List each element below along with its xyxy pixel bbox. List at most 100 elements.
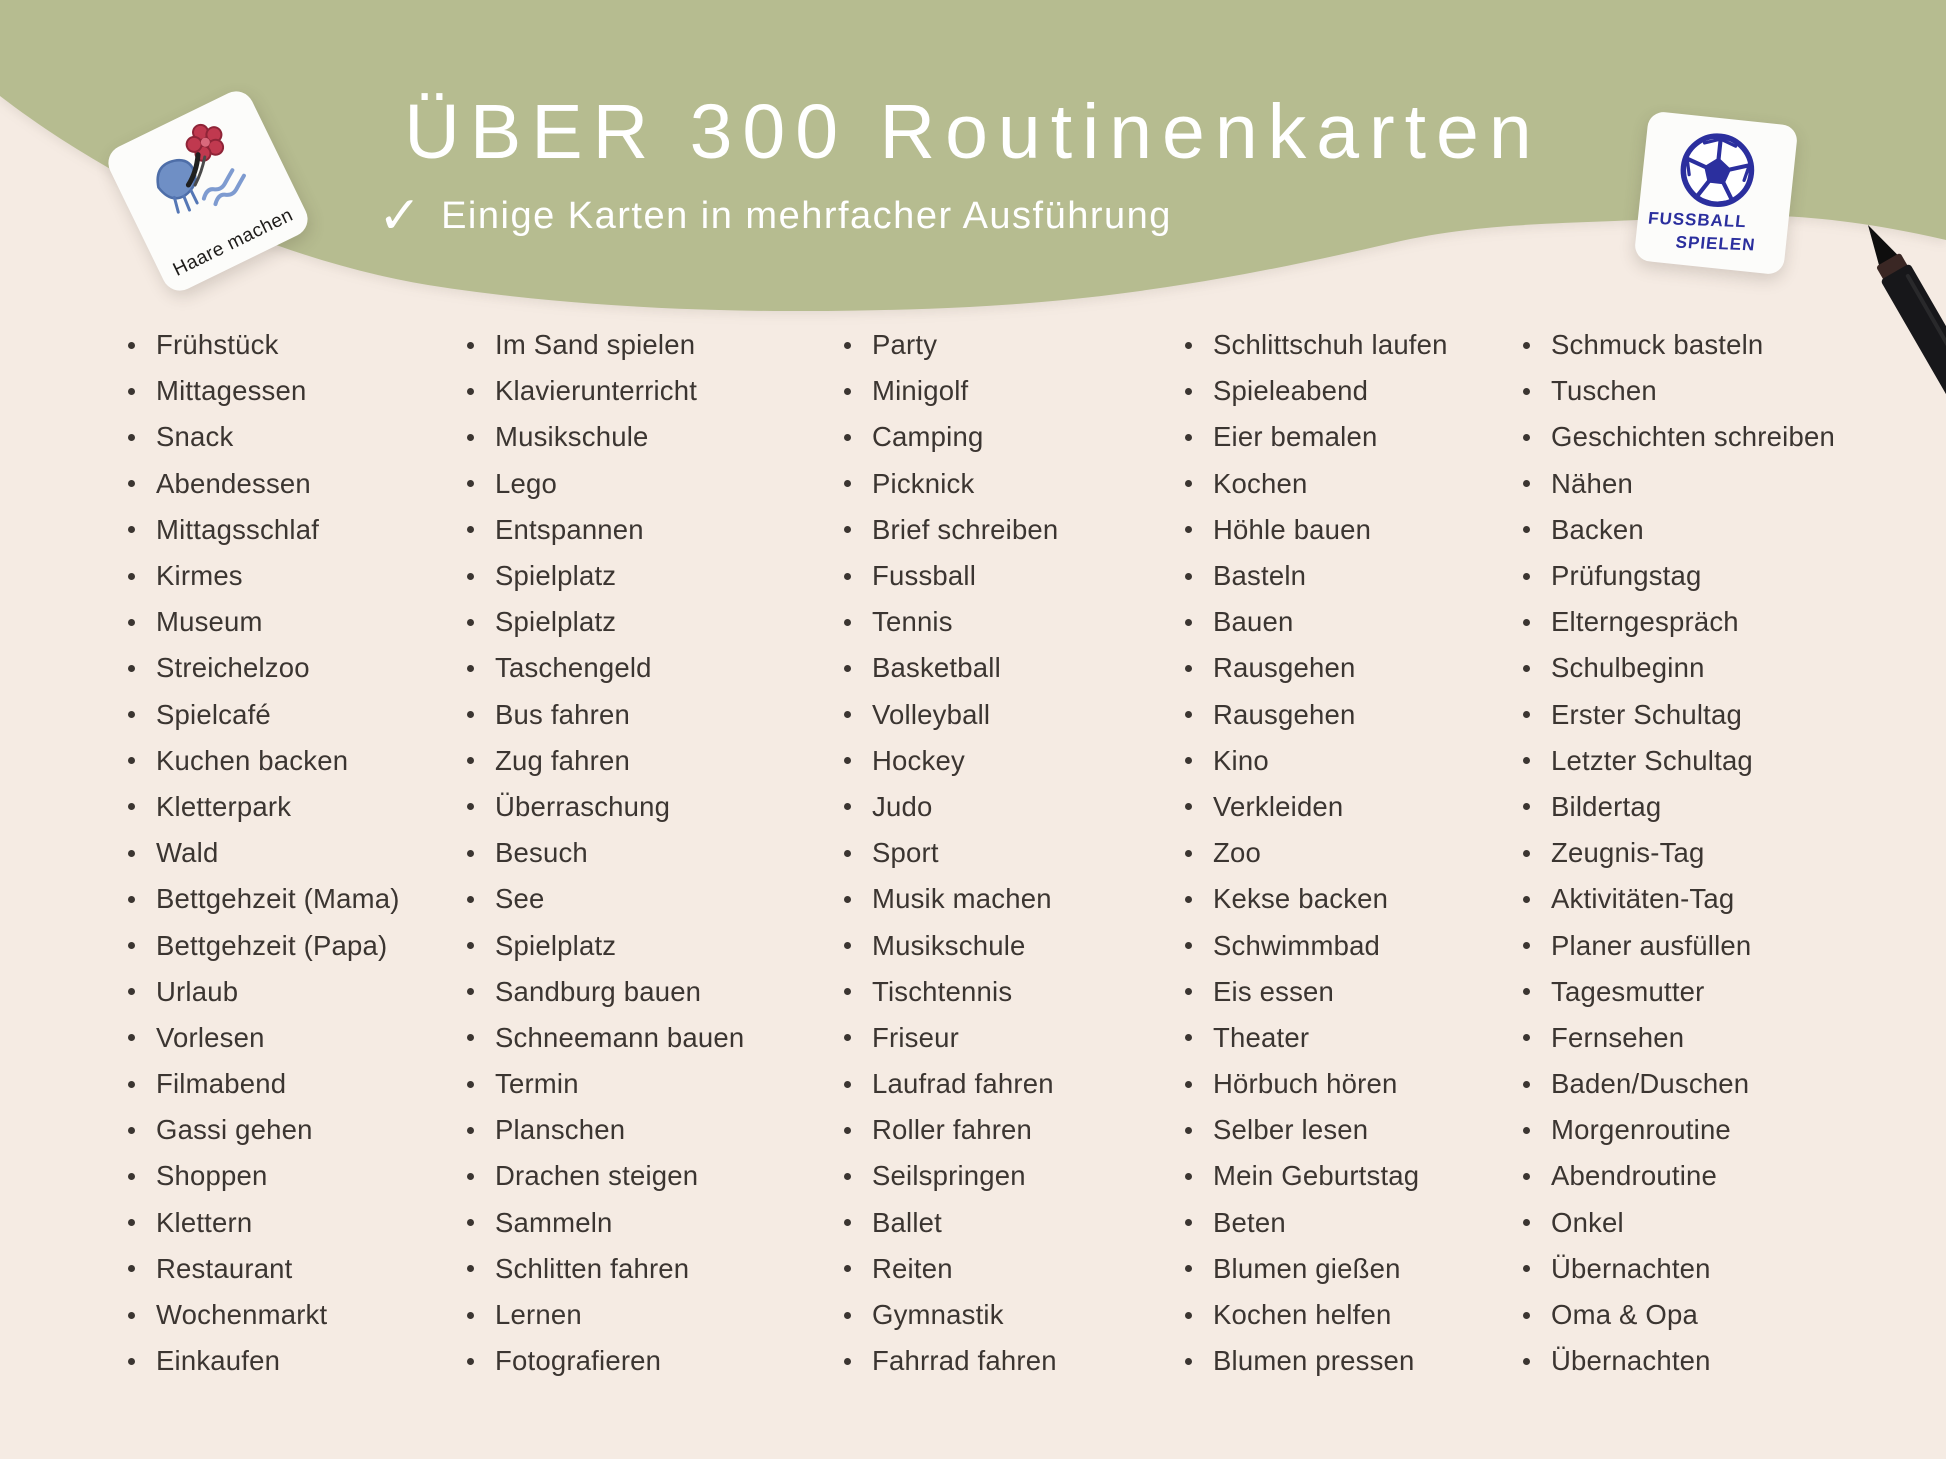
bullet-icon — [1185, 803, 1192, 811]
list-item: Minigolf — [844, 368, 1058, 414]
routine-column-4: Schlittschuh laufen Spieleabend Eier bemal… — [1185, 322, 1448, 1384]
bullet-icon — [467, 1311, 474, 1319]
bullet-icon — [844, 1357, 851, 1365]
list-item: Aktivitäten-Tag — [1523, 876, 1835, 922]
list-item-label: Entspannen — [495, 513, 644, 545]
bullet-icon — [844, 711, 851, 719]
bullet-icon — [467, 988, 474, 996]
bullet-icon — [1185, 849, 1192, 857]
bullet-icon — [128, 1311, 135, 1319]
list-item: Camping — [844, 414, 1058, 460]
list-item: Lego — [467, 461, 744, 507]
list-item-label: Aktivitäten-Tag — [1551, 883, 1735, 915]
bullet-icon — [467, 664, 474, 672]
bullet-icon — [1185, 572, 1192, 580]
bullet-icon — [467, 1265, 474, 1273]
list-item-label: Eis essen — [1213, 975, 1335, 1007]
list-item: Kochen — [1185, 461, 1448, 507]
bullet-icon — [1185, 664, 1192, 672]
list-item-label: Schlittschuh laufen — [1213, 329, 1448, 361]
bullet-icon — [467, 803, 474, 811]
marker-pen-icon — [1868, 225, 1946, 450]
list-item: Bus fahren — [467, 692, 744, 738]
bullet-icon — [1185, 757, 1192, 765]
list-item-label: Sport — [872, 837, 939, 869]
list-item-label: Fernsehen — [1551, 1021, 1685, 1053]
bullet-icon — [128, 803, 135, 811]
list-item-label: Vorlesen — [156, 1021, 265, 1053]
bullet-icon — [1523, 433, 1530, 441]
page-title: ÜBER 300 Routinenkarten — [404, 89, 1542, 175]
list-item: Mein Geburtstag — [1185, 1153, 1448, 1199]
page-subtitle-text: Einige Karten in mehrfacher Ausführung — [441, 194, 1172, 237]
bullet-icon — [844, 988, 851, 996]
list-item-label: Volleyball — [872, 698, 991, 730]
list-item-label: Laufrad fahren — [872, 1068, 1054, 1100]
bullet-icon — [128, 1126, 135, 1134]
list-item: Spielcafé — [128, 692, 400, 738]
bullet-icon — [128, 1265, 135, 1273]
list-item-label: Schlitten fahren — [495, 1252, 690, 1284]
bullet-icon — [467, 1172, 474, 1180]
bullet-icon — [467, 1219, 474, 1227]
bullet-icon — [128, 480, 135, 488]
list-item-label: Spielcafé — [156, 698, 271, 730]
list-item: Sammeln — [467, 1200, 744, 1246]
list-item-label: Rausgehen — [1213, 652, 1356, 684]
bullet-icon — [467, 526, 474, 534]
list-item-label: Blumen pressen — [1213, 1345, 1415, 1377]
bullet-icon — [1185, 1357, 1192, 1365]
list-item: Fahrrad fahren — [844, 1338, 1058, 1384]
list-item: Bauen — [1185, 599, 1448, 645]
list-item-label: Gymnastik — [872, 1299, 1004, 1331]
bullet-icon — [844, 1034, 851, 1042]
bullet-icon — [1185, 387, 1192, 395]
bullet-icon — [844, 341, 851, 349]
bullet-icon — [467, 387, 474, 395]
bullet-icon — [467, 1126, 474, 1134]
list-item: Tuschen — [1523, 368, 1835, 414]
bullet-icon — [844, 895, 851, 903]
list-item: Verkleiden — [1185, 784, 1448, 830]
list-item: Vorlesen — [128, 1015, 400, 1061]
list-item-label: Fussball — [872, 560, 976, 592]
list-item: Hörbuch hören — [1185, 1061, 1448, 1107]
bullet-icon — [1523, 803, 1530, 811]
list-item-label: Übernachten — [1551, 1345, 1711, 1377]
list-item-label: Judo — [872, 790, 933, 822]
bullet-icon — [1523, 1172, 1530, 1180]
bullet-icon — [128, 618, 135, 626]
bullet-icon — [1523, 895, 1530, 903]
list-item-label: Erster Schultag — [1551, 698, 1743, 730]
list-item-label: Reiten — [872, 1252, 953, 1284]
hair-clips-icon — [156, 123, 246, 214]
bullet-icon — [1523, 572, 1530, 580]
bullet-icon — [467, 1080, 474, 1088]
list-item: Fussball — [844, 553, 1058, 599]
bullet-icon — [128, 895, 135, 903]
bullet-icon — [1185, 711, 1192, 719]
list-item: Kino — [1185, 738, 1448, 784]
list-item-label: Oma & Opa — [1551, 1299, 1698, 1331]
list-item: Einkaufen — [128, 1338, 400, 1384]
list-item-label: Spielplatz — [495, 606, 617, 638]
bullet-icon — [1523, 341, 1530, 349]
list-item: Brief schreiben — [844, 507, 1058, 553]
list-item: Basketball — [844, 645, 1058, 691]
bullet-icon — [1523, 618, 1530, 626]
list-item: Oma & Opa — [1523, 1292, 1835, 1338]
list-item: Volleyball — [844, 692, 1058, 738]
bullet-icon — [1185, 988, 1192, 996]
list-item: Zoo — [1185, 830, 1448, 876]
bullet-icon — [844, 572, 851, 580]
bullet-icon — [128, 1357, 135, 1365]
list-item-label: Nähen — [1551, 467, 1634, 499]
bullet-icon — [844, 1265, 851, 1273]
list-item: Zug fahren — [467, 738, 744, 784]
bullet-icon — [128, 341, 135, 349]
list-item-label: Seilspringen — [872, 1160, 1026, 1192]
list-item-label: Hörbuch hören — [1213, 1068, 1398, 1100]
bullet-icon — [128, 433, 135, 441]
list-item-label: Verkleiden — [1213, 790, 1344, 822]
list-item: Theater — [1185, 1015, 1448, 1061]
